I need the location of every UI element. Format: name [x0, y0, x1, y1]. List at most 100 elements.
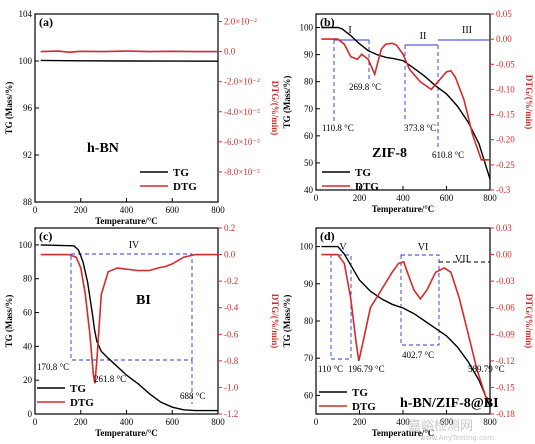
y-axis-title: TG (Mass/%) [4, 82, 14, 135]
temperature-annotation: 261.8 °C [94, 374, 126, 384]
y-axis-title: TG (Mass/%) [282, 76, 292, 129]
x-axis-title: Temperature/°C [372, 428, 435, 438]
y2-tick-label: -0.05 [496, 59, 515, 69]
y2-axis-title: DTG/(%/min) [270, 81, 280, 136]
stage-label: VII [455, 254, 469, 265]
x-tick-label: 600 [166, 417, 180, 427]
y2-tick-label: 0.0 [224, 47, 236, 57]
dtg-series-line [40, 253, 218, 384]
legend-label-tg: TG [70, 383, 86, 395]
legend-label-dtg: DTG [355, 181, 379, 193]
y2-tick-label: 0.00 [496, 250, 512, 260]
y2-tick-label: -2.0×10⁻² [224, 77, 260, 87]
panel-tag: (b) [320, 15, 335, 29]
y2-tick-label: -0.18 [496, 409, 515, 419]
temperature-annotation: 170.8 °C [37, 362, 69, 372]
y-tick-label: 50 [304, 158, 314, 168]
panel-tag: (c) [39, 229, 52, 243]
legend-label-tg: TG [352, 387, 368, 399]
plot-frame [34, 13, 219, 203]
stage-box [400, 254, 440, 346]
y-tick-label: 60 [23, 308, 33, 318]
y-tick-label: 88 [23, 197, 33, 207]
tg-series-line [40, 244, 218, 412]
y2-tick-label: 0.05 [496, 9, 512, 19]
x-tick-label: 0 [33, 205, 38, 215]
stage-box [70, 253, 193, 361]
y2-tick-label: -8.0×10⁻² [224, 167, 260, 177]
y-tick-label: 80 [304, 316, 314, 326]
y2-tick-label: 0.2 [224, 223, 235, 233]
y2-axis-title: DTG/(%/min) [524, 75, 534, 130]
y2-tick-label: -0.8 [224, 356, 239, 366]
sample-name: ZIF-8 [372, 146, 407, 161]
y2-axis-title: DTG/(%/min) [270, 294, 280, 349]
panel-b: 0 200 400 600 800 Temperature/°C 40 50 60 70 80 90 1… [282, 9, 534, 214]
y-tick-label: 90 [304, 279, 314, 289]
y2-tick-label: -6.0×10⁻² [224, 137, 260, 147]
temperature-annotation: 688 °C [180, 391, 205, 401]
y2-tick-label: -0.10 [496, 84, 515, 94]
y2-tick-label: -0.09 [496, 329, 515, 339]
y-tick-label: 0 [28, 409, 33, 419]
legend-label-tg: TG [355, 167, 371, 179]
x-tick-label: 600 [440, 193, 454, 203]
y2-tick-label: -0.15 [496, 382, 515, 392]
x-tick-label: 200 [74, 205, 88, 215]
y2-tick-label: 0.0 [224, 250, 236, 260]
sample-name: h-BN [87, 141, 119, 156]
x-axis-title: Temperature/°C [95, 216, 158, 226]
x-tick-label: 400 [396, 193, 410, 203]
y-tick-label: 70 [304, 104, 314, 114]
y-tick-label: 90 [304, 50, 314, 60]
x-tick-label: 800 [483, 193, 497, 203]
y2-tick-label: -0.06 [496, 303, 515, 313]
x-tick-label: 600 [440, 417, 454, 427]
stage-label: I [348, 25, 351, 36]
y-tick-label: 20 [23, 375, 33, 385]
y-tick-label: 40 [23, 341, 33, 351]
x-tick-label: 800 [211, 205, 225, 215]
y-axis-title: TG (Mass/%) [4, 295, 14, 348]
tg-series-line [40, 59, 219, 62]
legend-label-tg: TG [173, 167, 189, 179]
y2-tick-label: -1.2 [224, 409, 238, 419]
panel-a: 0 200 400 600 800 Temperature/°C 88 92 96 100 104 T… [4, 9, 280, 226]
y2-tick-label: 2.0×10⁻² [224, 17, 257, 27]
y2-tick-label: -0.2 [224, 276, 238, 286]
sample-name: BI [136, 293, 151, 308]
dtg-series-line [321, 253, 491, 402]
y-tick-label: 60 [304, 131, 314, 141]
temperature-annotation: 373.8 °C [404, 123, 436, 133]
y-tick-label: 92 [23, 150, 32, 160]
y-tick-label: 80 [304, 77, 314, 87]
x-tick-label: 400 [396, 417, 410, 427]
stage-label: II [420, 31, 427, 42]
watermark-text: 嘉峪检测网 [408, 419, 473, 434]
panel-tag: (d) [320, 229, 335, 243]
y-tick-label: 60 [304, 390, 314, 400]
x-tick-label: 600 [166, 205, 180, 215]
y2-tick-label: -0.03 [496, 276, 515, 286]
temperature-annotation: 110 °C [318, 364, 343, 374]
y2-tick-label: -0.4 [224, 303, 239, 313]
x-tick-label: 400 [120, 417, 134, 427]
panel-tag: (a) [39, 15, 53, 29]
legend-label-dtg: DTG [173, 181, 197, 193]
x-tick-label: 800 [211, 417, 225, 427]
y2-tick-label: 0.03 [496, 223, 512, 233]
temperature-annotation: 110.8 °C [322, 123, 354, 133]
x-tick-label: 0 [33, 417, 38, 427]
legend-label-dtg: DTG [70, 397, 94, 409]
y2-tick-label: -0.6 [224, 329, 239, 339]
stage-label: VI [418, 242, 429, 253]
y2-tick-label: -0.3 [496, 185, 511, 195]
dtg-series-line [40, 50, 218, 54]
y2-tick-label: 0.00 [496, 34, 512, 44]
y-tick-label: 100 [19, 56, 33, 66]
temperature-annotation: 589.79 °C [468, 364, 505, 374]
y-tick-label: 104 [19, 9, 33, 19]
x-tick-label: 200 [353, 417, 367, 427]
y-tick-label: 100 [19, 240, 33, 250]
